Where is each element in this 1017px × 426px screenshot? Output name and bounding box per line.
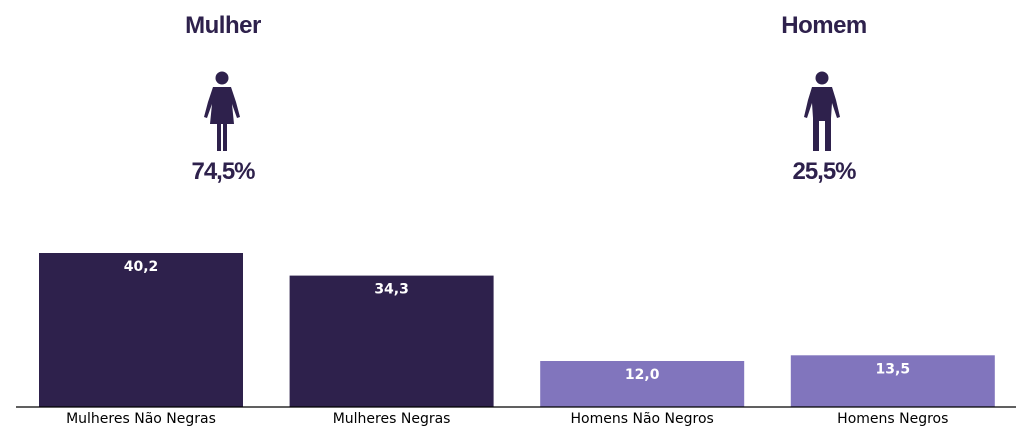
bar bbox=[790, 355, 995, 407]
male-person-icon bbox=[804, 71, 840, 151]
x-tick-label: Mulheres Não Negras bbox=[66, 411, 216, 426]
bar-value-label: 34,3 bbox=[374, 282, 409, 298]
female-title: Mulher bbox=[185, 12, 261, 39]
bar-value-label: 40,2 bbox=[124, 259, 159, 275]
x-tick-label: Mulheres Negras bbox=[333, 411, 451, 426]
bar bbox=[39, 253, 243, 407]
female-percent: 74,5% bbox=[191, 158, 255, 185]
x-axis-ticks: Mulheres Não Negras Mulheres Negras Homens… bbox=[66, 411, 948, 426]
bar bbox=[289, 275, 494, 407]
bar-value-label: 12,0 bbox=[625, 367, 660, 383]
female-group: Mulher 74,5% bbox=[185, 12, 261, 185]
male-title: Homem bbox=[781, 12, 867, 39]
x-tick-label: Homens Não Negros bbox=[571, 411, 714, 426]
bar-value-label: 13,5 bbox=[876, 361, 911, 377]
bars: 40,2 34,3 12,0 13,5 bbox=[39, 253, 995, 407]
bar bbox=[540, 361, 745, 407]
female-person-icon bbox=[204, 71, 240, 151]
male-percent: 25,5% bbox=[792, 158, 856, 185]
male-group: Homem 25,5% bbox=[781, 12, 867, 185]
x-tick-label: Homens Negros bbox=[837, 411, 948, 426]
